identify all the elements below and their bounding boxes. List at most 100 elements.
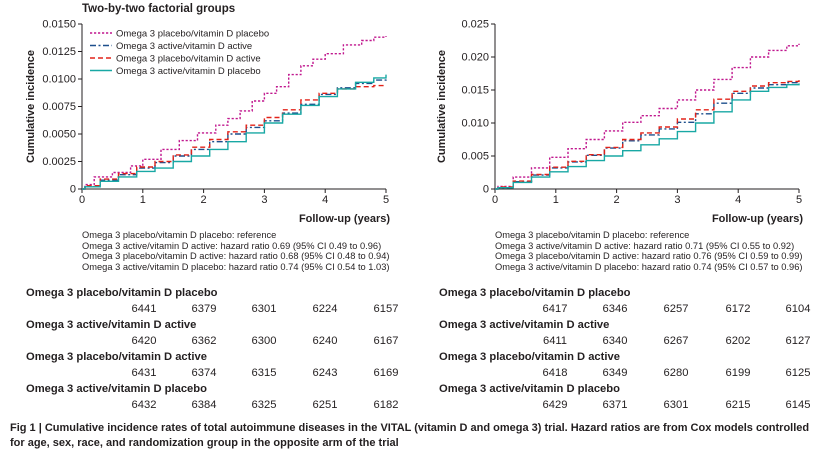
at-risk-count: 6215 bbox=[725, 399, 751, 411]
x-axis-label: Follow-up (years) bbox=[712, 213, 803, 225]
hazard-ratio-text: Omega 3 active/vitamin D placebo: hazard… bbox=[82, 261, 390, 272]
right-hazard-ratios: Omega 3 placebo/vitamin D placebo: refer… bbox=[495, 230, 802, 272]
x-tick-label: 5 bbox=[383, 194, 389, 206]
legend-label: Omega 3 placebo/vitamin D placebo bbox=[116, 29, 269, 40]
series-line bbox=[82, 36, 387, 190]
x-tick-label: 4 bbox=[322, 194, 328, 206]
at-risk-count: 6431 bbox=[131, 367, 157, 379]
at-risk-count: 6301 bbox=[251, 303, 277, 315]
at-risk-count: 6280 bbox=[663, 367, 689, 379]
at-risk-count: 6182 bbox=[373, 399, 399, 411]
at-risk-group-label: Omega 3 placebo/vitamin D active bbox=[26, 351, 207, 363]
at-risk-group-label: Omega 3 active/vitamin D active bbox=[439, 319, 610, 331]
at-risk-count: 6251 bbox=[312, 399, 338, 411]
left-chart: 0 0.0025 0.0050 0.0075 0.0100 0.0125 0.0150 0 1 2… bbox=[25, 19, 390, 226]
x-tick-label: 4 bbox=[735, 194, 741, 206]
hazard-ratio-text: Omega 3 active/vitamin D placebo: hazard… bbox=[495, 261, 803, 272]
x-tick-label: 2 bbox=[614, 194, 620, 206]
y-tick-label: 0.005 bbox=[461, 151, 489, 163]
legend-label: Omega 3 active/vitamin D active bbox=[116, 41, 252, 52]
at-risk-count: 6340 bbox=[602, 335, 628, 347]
at-risk-group: Omega 3 active/vitamin D active 6411 634… bbox=[439, 319, 835, 351]
at-risk-count: 6417 bbox=[542, 303, 568, 315]
series-line bbox=[495, 82, 800, 190]
at-risk-group-label: Omega 3 placebo/vitamin D active bbox=[439, 351, 620, 363]
series-line bbox=[82, 74, 387, 190]
at-risk-count: 6379 bbox=[191, 303, 217, 315]
at-risk-count: 6429 bbox=[542, 399, 568, 411]
at-risk-group-label: Omega 3 active/vitamin D placebo bbox=[26, 383, 207, 395]
at-risk-count: 6243 bbox=[312, 367, 338, 379]
series-line bbox=[495, 80, 800, 190]
at-risk-count: 6301 bbox=[663, 399, 689, 411]
x-tick-label: 5 bbox=[796, 194, 802, 206]
hazard-ratio-text: Omega 3 placebo/vitamin D placebo: refer… bbox=[82, 230, 277, 240]
right-chart: 0 0.005 0.010 0.015 0.020 0.025 0 1 2 3 4 5 Follow-u… bbox=[436, 19, 803, 226]
hazard-ratio-text: Omega 3 placebo/vitamin D placebo: refer… bbox=[495, 230, 690, 240]
at-risk-count: 6167 bbox=[373, 335, 399, 347]
at-risk-group-label: Omega 3 placebo/vitamin D placebo bbox=[26, 287, 218, 299]
at-risk-count: 6362 bbox=[191, 335, 217, 347]
y-tick-label: 0.0025 bbox=[42, 156, 76, 168]
at-risk-count: 6267 bbox=[663, 335, 689, 347]
hazard-ratio-text: Omega 3 placebo/vitamin D active: hazard… bbox=[82, 251, 390, 262]
y-tick-label: 0.025 bbox=[461, 19, 489, 31]
series-line bbox=[82, 84, 386, 190]
y-tick-label: 0.015 bbox=[461, 85, 489, 97]
at-risk-group: Omega 3 active/vitamin D active 6420 636… bbox=[26, 319, 426, 351]
at-risk-group-label: Omega 3 placebo/vitamin D placebo bbox=[439, 287, 631, 299]
at-risk-count: 6300 bbox=[251, 335, 277, 347]
figure-caption: Fig 1 | Cumulative incidence rates of to… bbox=[10, 422, 810, 449]
at-risk-group: Omega 3 active/vitamin D placebo 6432 63… bbox=[26, 383, 426, 415]
at-risk-group: Omega 3 placebo/vitamin D active 6418 63… bbox=[439, 351, 835, 383]
at-risk-count: 6202 bbox=[725, 335, 751, 347]
at-risk-count: 6315 bbox=[251, 367, 277, 379]
at-risk-count: 6432 bbox=[131, 399, 157, 411]
x-tick-label: 3 bbox=[674, 194, 680, 206]
y-tick-label: 0.0125 bbox=[42, 46, 76, 58]
x-tick-label: 0 bbox=[79, 194, 85, 206]
legend-label: Omega 3 placebo/vitamin D active bbox=[116, 54, 261, 65]
at-risk-count: 6169 bbox=[373, 367, 399, 379]
y-tick-label: 0.0050 bbox=[42, 129, 76, 141]
at-risk-count: 6420 bbox=[131, 335, 157, 347]
at-risk-group-label: Omega 3 active/vitamin D placebo bbox=[439, 383, 620, 395]
at-risk-count: 6325 bbox=[251, 399, 277, 411]
y-tick-label: 0 bbox=[70, 184, 76, 196]
at-risk-count: 6418 bbox=[542, 367, 568, 379]
y-axis-label: Cumulative incidence bbox=[436, 50, 448, 163]
x-tick-label: 1 bbox=[140, 194, 146, 206]
hazard-ratio-text: Omega 3 active/vitamin D active: hazard … bbox=[82, 240, 382, 251]
left-hazard-ratios: Omega 3 placebo/vitamin D placebo: refer… bbox=[82, 230, 389, 272]
at-risk-count: 6127 bbox=[785, 335, 811, 347]
y-tick-label: 0.0100 bbox=[42, 74, 76, 86]
at-risk-count: 6157 bbox=[373, 303, 399, 315]
at-risk-group: Omega 3 placebo/vitamin D placebo 6417 6… bbox=[439, 287, 835, 319]
at-risk-count: 6371 bbox=[602, 399, 628, 411]
at-risk-count: 6145 bbox=[785, 399, 811, 411]
series-line bbox=[495, 83, 800, 190]
at-risk-group: Omega 3 placebo/vitamin D placebo 6441 6… bbox=[26, 287, 426, 319]
at-risk-count: 6172 bbox=[725, 303, 751, 315]
at-risk-count: 6104 bbox=[785, 303, 811, 315]
y-axis-label: Cumulative incidence bbox=[25, 50, 37, 163]
at-risk-count: 6441 bbox=[131, 303, 157, 315]
x-tick-label: 1 bbox=[553, 194, 559, 206]
at-risk-count: 6349 bbox=[602, 367, 628, 379]
x-tick-label: 2 bbox=[201, 194, 207, 206]
at-risk-group: Omega 3 placebo/vitamin D active 6431 63… bbox=[26, 351, 426, 383]
x-tick-label: 0 bbox=[492, 194, 498, 206]
legend-label: Omega 3 active/vitamin D placebo bbox=[116, 66, 261, 77]
at-risk-count: 6224 bbox=[312, 303, 338, 315]
x-axis-label: Follow-up (years) bbox=[299, 213, 390, 225]
y-tick-label: 0.020 bbox=[461, 52, 489, 64]
at-risk-count: 6240 bbox=[312, 335, 338, 347]
hazard-ratio-text: Omega 3 placebo/vitamin D active: hazard… bbox=[495, 251, 803, 262]
at-risk-count: 6125 bbox=[785, 367, 811, 379]
left-at-risk-table: Omega 3 placebo/vitamin D placebo 6441 6… bbox=[26, 287, 426, 415]
series-line bbox=[495, 43, 800, 190]
y-tick-label: 0.010 bbox=[461, 118, 489, 130]
at-risk-count: 6199 bbox=[725, 367, 751, 379]
hazard-ratio-text: Omega 3 active/vitamin D active: hazard … bbox=[495, 240, 795, 251]
x-tick-label: 3 bbox=[261, 194, 267, 206]
